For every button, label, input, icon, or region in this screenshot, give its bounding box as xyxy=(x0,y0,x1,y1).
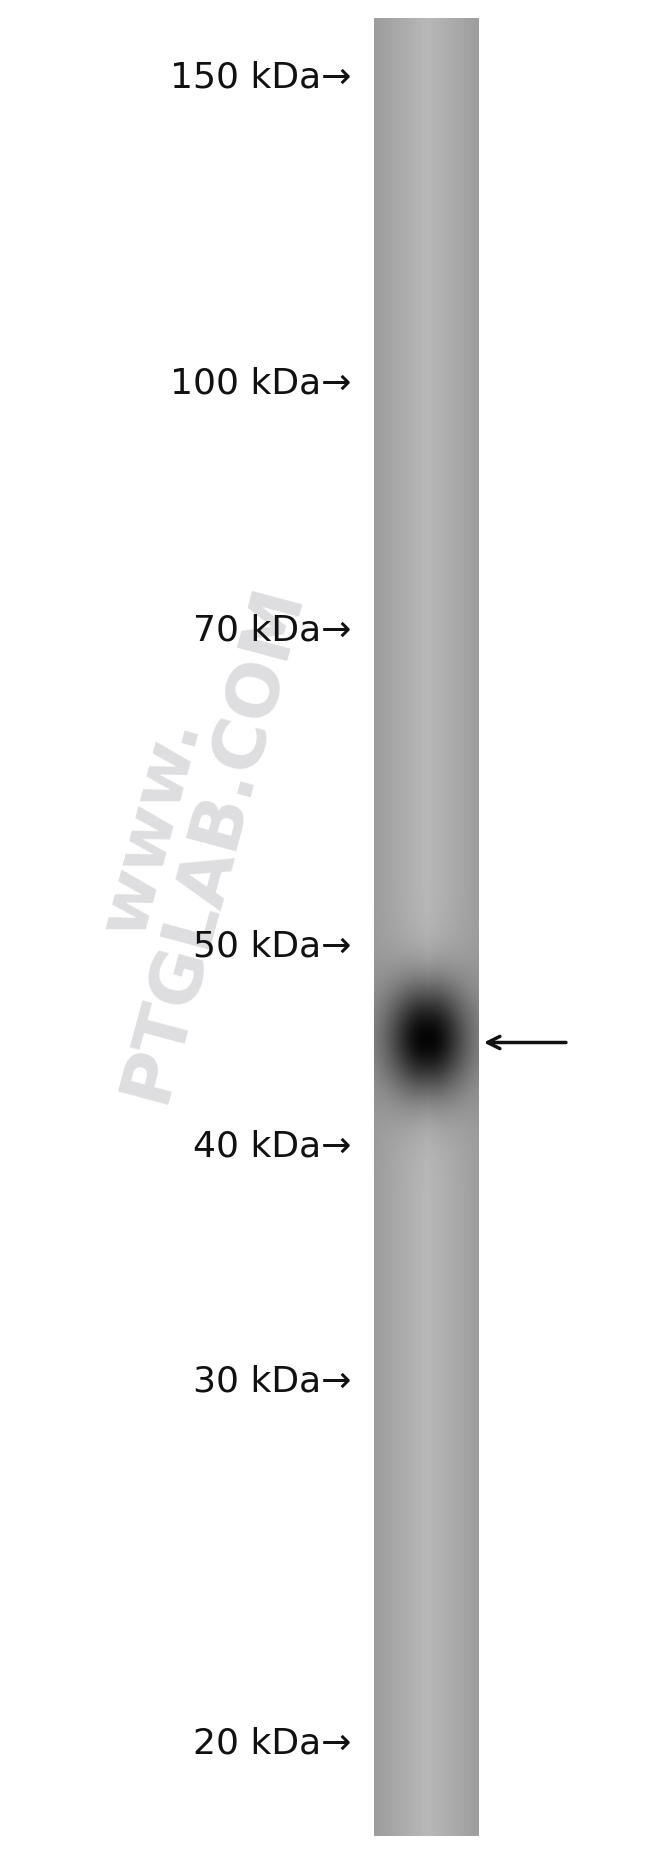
Text: 100 kDa→: 100 kDa→ xyxy=(170,367,351,401)
Text: 50 kDa→: 50 kDa→ xyxy=(192,929,351,963)
Text: 40 kDa→: 40 kDa→ xyxy=(192,1130,351,1163)
Text: 30 kDa→: 30 kDa→ xyxy=(192,1365,351,1399)
Text: 70 kDa→: 70 kDa→ xyxy=(192,614,351,647)
Text: 20 kDa→: 20 kDa→ xyxy=(192,1727,351,1760)
Text: www.
PTGLAB.COM: www. PTGLAB.COM xyxy=(49,560,315,1109)
Text: 150 kDa→: 150 kDa→ xyxy=(170,61,351,95)
